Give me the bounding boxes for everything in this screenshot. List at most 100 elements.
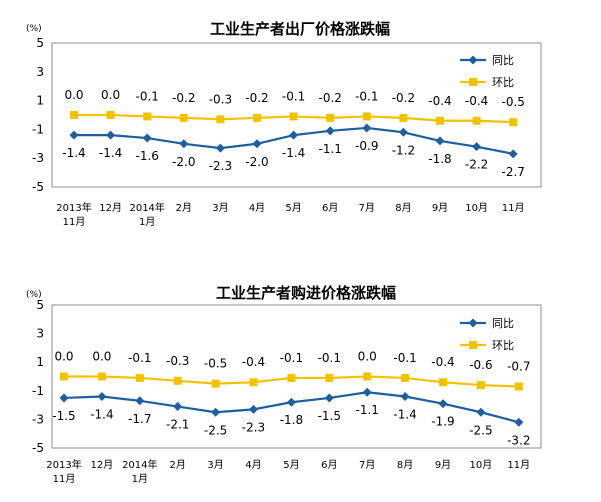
data-point <box>439 378 447 387</box>
data-label: -1.9 <box>431 415 454 429</box>
x-tick-label: 11月 <box>507 459 530 471</box>
x-tick-label: 3月 <box>207 459 223 471</box>
data-point <box>324 393 334 403</box>
data-point <box>289 112 298 121</box>
data-point <box>59 393 69 403</box>
data-point <box>401 373 410 382</box>
data-point <box>249 378 258 387</box>
legend-label: 环比 <box>492 76 514 89</box>
plot-frame <box>51 304 542 449</box>
data-point <box>514 417 524 427</box>
data-point <box>179 139 189 149</box>
data-label: -0.5 <box>501 95 524 109</box>
data-label: 0.0 <box>92 350 111 364</box>
data-label: -1.4 <box>62 146 85 160</box>
y-tick-label: -5 <box>32 441 44 455</box>
data-label: -3.2 <box>507 433 530 447</box>
data-point <box>362 387 372 397</box>
data-label: -1.8 <box>428 152 451 166</box>
x-tick-label: 12月 <box>99 202 122 214</box>
data-label: -2.5 <box>204 423 227 437</box>
data-label: -0.2 <box>318 91 341 105</box>
data-point <box>215 143 225 153</box>
data-label: -0.3 <box>209 92 232 106</box>
data-point <box>362 123 372 133</box>
data-label: -0.1 <box>128 351 151 365</box>
x-tick-label: 3月 <box>212 202 228 214</box>
data-point <box>69 130 79 140</box>
y-unit-label: (%) <box>26 290 42 300</box>
x-tick-label: 9月 <box>435 459 451 471</box>
x-tick-label: 2013年 <box>46 458 81 471</box>
data-label: 0.0 <box>101 88 120 102</box>
data-label: -2.7 <box>501 165 524 179</box>
y-tick-label: 5 <box>36 36 44 50</box>
data-label: -2.5 <box>469 423 492 437</box>
x-tick-label: 2014年 <box>122 458 157 471</box>
data-point <box>216 115 225 124</box>
data-point <box>252 139 262 149</box>
legend-marker <box>468 55 478 65</box>
data-label: 0.0 <box>54 350 73 364</box>
x-tick-label: 8月 <box>397 459 413 471</box>
data-label: -0.4 <box>242 355 265 369</box>
data-label: -0.1 <box>393 351 416 365</box>
data-label: -1.4 <box>99 146 122 160</box>
data-label: -0.2 <box>392 91 415 105</box>
data-label: -2.2 <box>465 158 488 172</box>
legend-label: 同比 <box>492 54 514 67</box>
legend-marker <box>468 318 478 328</box>
data-point <box>325 373 334 382</box>
data-point <box>173 402 183 412</box>
data-point <box>173 376 182 385</box>
x-tick-label: 7月 <box>359 202 375 214</box>
data-point <box>509 118 518 127</box>
data-label: 0.0 <box>358 350 377 364</box>
x-tick-label: 5月 <box>285 202 301 214</box>
y-tick-label: 1 <box>36 94 44 108</box>
legend-marker <box>469 78 477 86</box>
data-label: -0.4 <box>428 94 451 108</box>
data-label: -0.2 <box>245 91 268 105</box>
chart-1: 工业生产者出厂价格涨跌幅 (%) 5 3 1 -1 -3 -5 2013年 11月 12月 2014年… <box>26 20 542 228</box>
x-tick-label: 11月 <box>502 202 525 214</box>
data-point <box>106 130 116 140</box>
x-tick-label: 10月 <box>465 202 488 214</box>
data-label: -0.5 <box>204 357 227 371</box>
data-point <box>287 373 296 382</box>
data-label: -1.6 <box>135 149 158 163</box>
data-label: -0.7 <box>507 360 530 374</box>
legend-label: 环比 <box>492 339 514 352</box>
data-point <box>211 379 220 388</box>
data-label: -0.4 <box>431 355 454 369</box>
legend-marker <box>469 341 477 349</box>
data-point <box>476 381 485 390</box>
data-label: -1.7 <box>128 412 151 426</box>
data-point <box>211 407 221 417</box>
data-label: -2.3 <box>242 420 265 434</box>
data-label: -2.0 <box>172 155 195 169</box>
data-label: -1.4 <box>393 408 416 422</box>
y-tick-label: 5 <box>36 298 44 312</box>
x-tick-label: 12月 <box>91 459 114 471</box>
y-tick-label: 3 <box>36 65 44 79</box>
data-point <box>514 382 523 391</box>
x-tick-label: 1月 <box>139 216 155 228</box>
x-tick-label: 5月 <box>283 459 299 471</box>
x-tick-label: 6月 <box>321 459 337 471</box>
x-tick-label: 2月 <box>170 459 186 471</box>
data-point <box>135 396 145 406</box>
legend-label: 同比 <box>492 317 514 330</box>
data-point <box>249 404 258 414</box>
data-label: -0.1 <box>318 351 341 365</box>
chart-title: 工业生产者购进价格涨跌幅 <box>216 284 396 302</box>
data-point <box>97 372 106 381</box>
x-tick-label: 2014年 <box>129 201 164 214</box>
data-point <box>70 111 78 119</box>
x-tick-label: 10月 <box>470 459 493 471</box>
y-tick-label: 3 <box>36 327 44 341</box>
y-unit-label: (%) <box>26 24 42 34</box>
data-label: -1.8 <box>280 413 303 427</box>
data-point <box>325 126 335 136</box>
